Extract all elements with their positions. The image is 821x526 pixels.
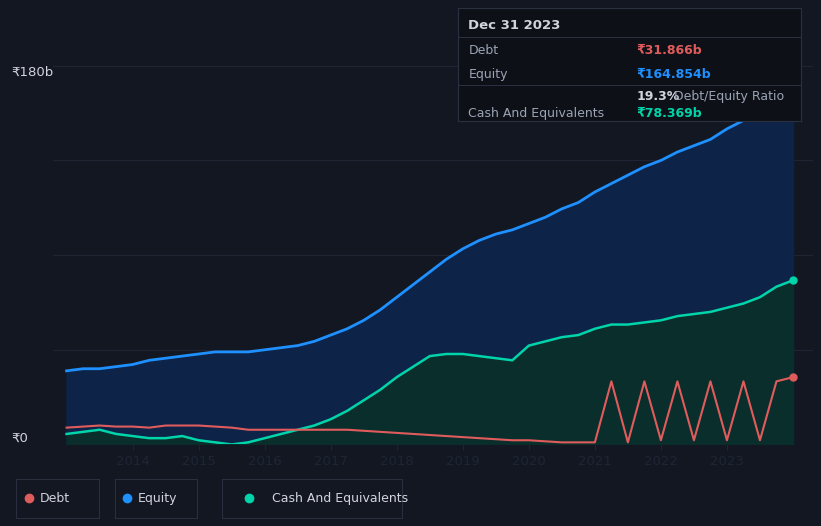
Text: Debt/Equity Ratio: Debt/Equity Ratio	[674, 89, 784, 103]
Text: Cash And Equivalents: Cash And Equivalents	[273, 492, 408, 505]
Text: 19.3%: 19.3%	[636, 89, 680, 103]
Text: ₹31.866b: ₹31.866b	[636, 44, 702, 57]
Text: ₹180b: ₹180b	[11, 66, 54, 79]
Text: Equity: Equity	[138, 492, 177, 505]
Text: Debt: Debt	[39, 492, 70, 505]
Text: Dec 31 2023: Dec 31 2023	[469, 19, 561, 33]
Text: ₹0: ₹0	[11, 431, 29, 444]
Text: Cash And Equivalents: Cash And Equivalents	[469, 107, 604, 119]
Text: Debt: Debt	[469, 44, 498, 57]
Text: ₹78.369b: ₹78.369b	[636, 107, 702, 119]
Text: ₹164.854b: ₹164.854b	[636, 68, 711, 81]
Text: Equity: Equity	[469, 68, 508, 81]
